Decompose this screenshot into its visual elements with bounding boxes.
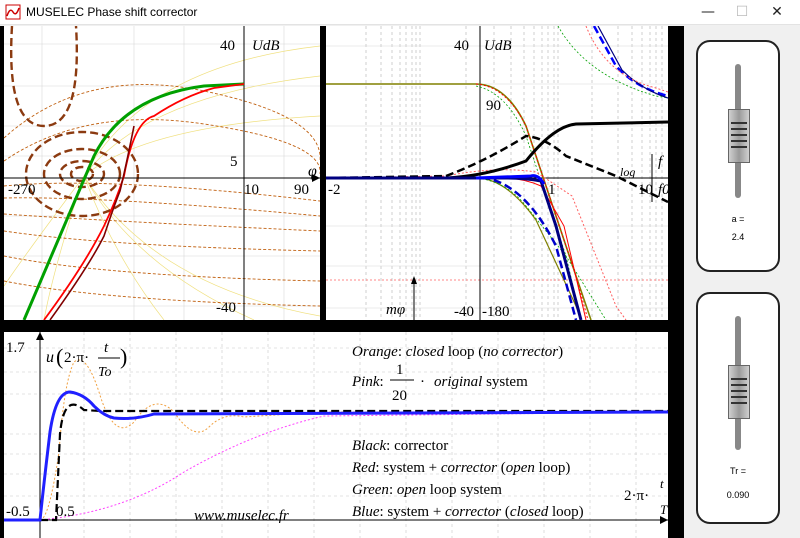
frame-right — [668, 26, 684, 538]
nichols-y5-label: 5 — [230, 154, 238, 170]
slider-a-value: 2.4 — [731, 232, 745, 242]
svg-text:u: u — [46, 349, 54, 366]
app-icon — [5, 4, 21, 20]
frame-horizontal — [0, 320, 684, 332]
svg-text:Pink:: Pink: — [351, 374, 384, 390]
minimize-button[interactable]: — — [701, 4, 715, 20]
time-response-chart[interactable]: 1.7 -0.5 0.5 u ( 2·π· t To ) 2·π· t T ww… — [4, 332, 668, 538]
legend-black: Black: corrector — [352, 438, 448, 454]
nichols-x10-label: 10 — [244, 182, 259, 198]
bode-mphi-label: mφ — [386, 302, 405, 318]
slider-tr-value: 0.090 — [726, 490, 750, 500]
window-title: MUSELEC Phase shift corrector — [26, 5, 198, 19]
time-x-axis-T: T — [660, 502, 668, 517]
slider-tr-box: Tr = 0.090 — [696, 292, 780, 524]
frame-middle — [320, 26, 326, 322]
legend-green: Green: open loop system — [352, 482, 502, 498]
bode-log-label: log — [620, 165, 635, 179]
slider-a-label: a = — [731, 214, 745, 224]
svg-text:original system: original system — [434, 374, 528, 390]
legend-red: Red: system + corrector (open loop) — [351, 460, 570, 476]
svg-text:To: To — [98, 365, 112, 380]
slider-a-thumb[interactable] — [728, 109, 750, 163]
svg-text:2·π·: 2·π· — [64, 350, 89, 366]
svg-text:1: 1 — [396, 362, 404, 378]
legend: Orange: closed loop (no corrector) Pink:… — [351, 344, 584, 520]
nichols-ym40-label: -40 — [216, 300, 236, 316]
bode-ym180-label: -180 — [482, 304, 510, 320]
bode-f0-label: f0 — [658, 182, 668, 198]
time-x-mark-label: 0.5 — [56, 504, 75, 520]
slider-tr-thumb[interactable] — [728, 365, 750, 419]
bode-ym40-label: -40 — [454, 304, 474, 320]
nichols-chart[interactable]: 40 UdB 5 φ -270 10 90 -40 — [4, 26, 320, 320]
slider-a-box: a = 2.4 — [696, 40, 780, 272]
time-x-start-label: -0.5 — [6, 504, 30, 520]
svg-text:): ) — [120, 344, 127, 369]
legend-blue: Blue: system + corrector (closed loop) — [352, 504, 584, 520]
bode-y90-label: 90 — [486, 98, 501, 114]
nichols-y-axis-label: UdB — [252, 38, 280, 54]
time-function-label: u ( 2·π· t To ) — [46, 340, 127, 380]
maximize-button[interactable]: ☐ — [735, 4, 749, 20]
svg-text:(: ( — [56, 344, 63, 369]
bode-xm2-label: -2 — [328, 182, 341, 198]
nichols-y40-label: 40 — [220, 38, 235, 54]
legend-pink: Pink: 1 20 · original system — [351, 362, 528, 404]
svg-text:20: 20 — [392, 388, 407, 404]
bode-f-label: f — [658, 154, 664, 170]
legend-orange: Orange: closed loop (no corrector) — [352, 344, 563, 360]
control-panel: a = 2.4 Tr = 0.090 — [684, 26, 800, 536]
title-bar: MUSELEC Phase shift corrector — ☐ ✕ — [0, 0, 800, 25]
bode-y40-label: 40 — [454, 38, 469, 54]
bode-x1-label: 1 — [548, 182, 556, 198]
svg-text:t: t — [104, 340, 109, 356]
time-x-axis-label: 2·π· — [624, 488, 649, 504]
nichols-xm270-label: -270 — [8, 182, 36, 198]
svg-text:·: · — [420, 374, 425, 390]
nichols-x90-label: 90 — [294, 182, 309, 198]
slider-tr-label: Tr = — [730, 466, 746, 476]
close-button[interactable]: ✕ — [771, 4, 783, 20]
website-label: www.muselec.fr — [194, 508, 289, 524]
nichols-x-axis-label: φ — [308, 163, 317, 180]
time-y-max-label: 1.7 — [6, 340, 25, 356]
frame-left — [0, 26, 4, 538]
time-x-axis-t: t — [660, 476, 664, 491]
bode-x10-label: 10 — [638, 182, 653, 198]
bode-chart[interactable]: 40 UdB 90 -2 1 log 10 f f0 mφ -40 -180 — [326, 26, 668, 320]
bode-y-axis-label: UdB — [484, 38, 512, 54]
